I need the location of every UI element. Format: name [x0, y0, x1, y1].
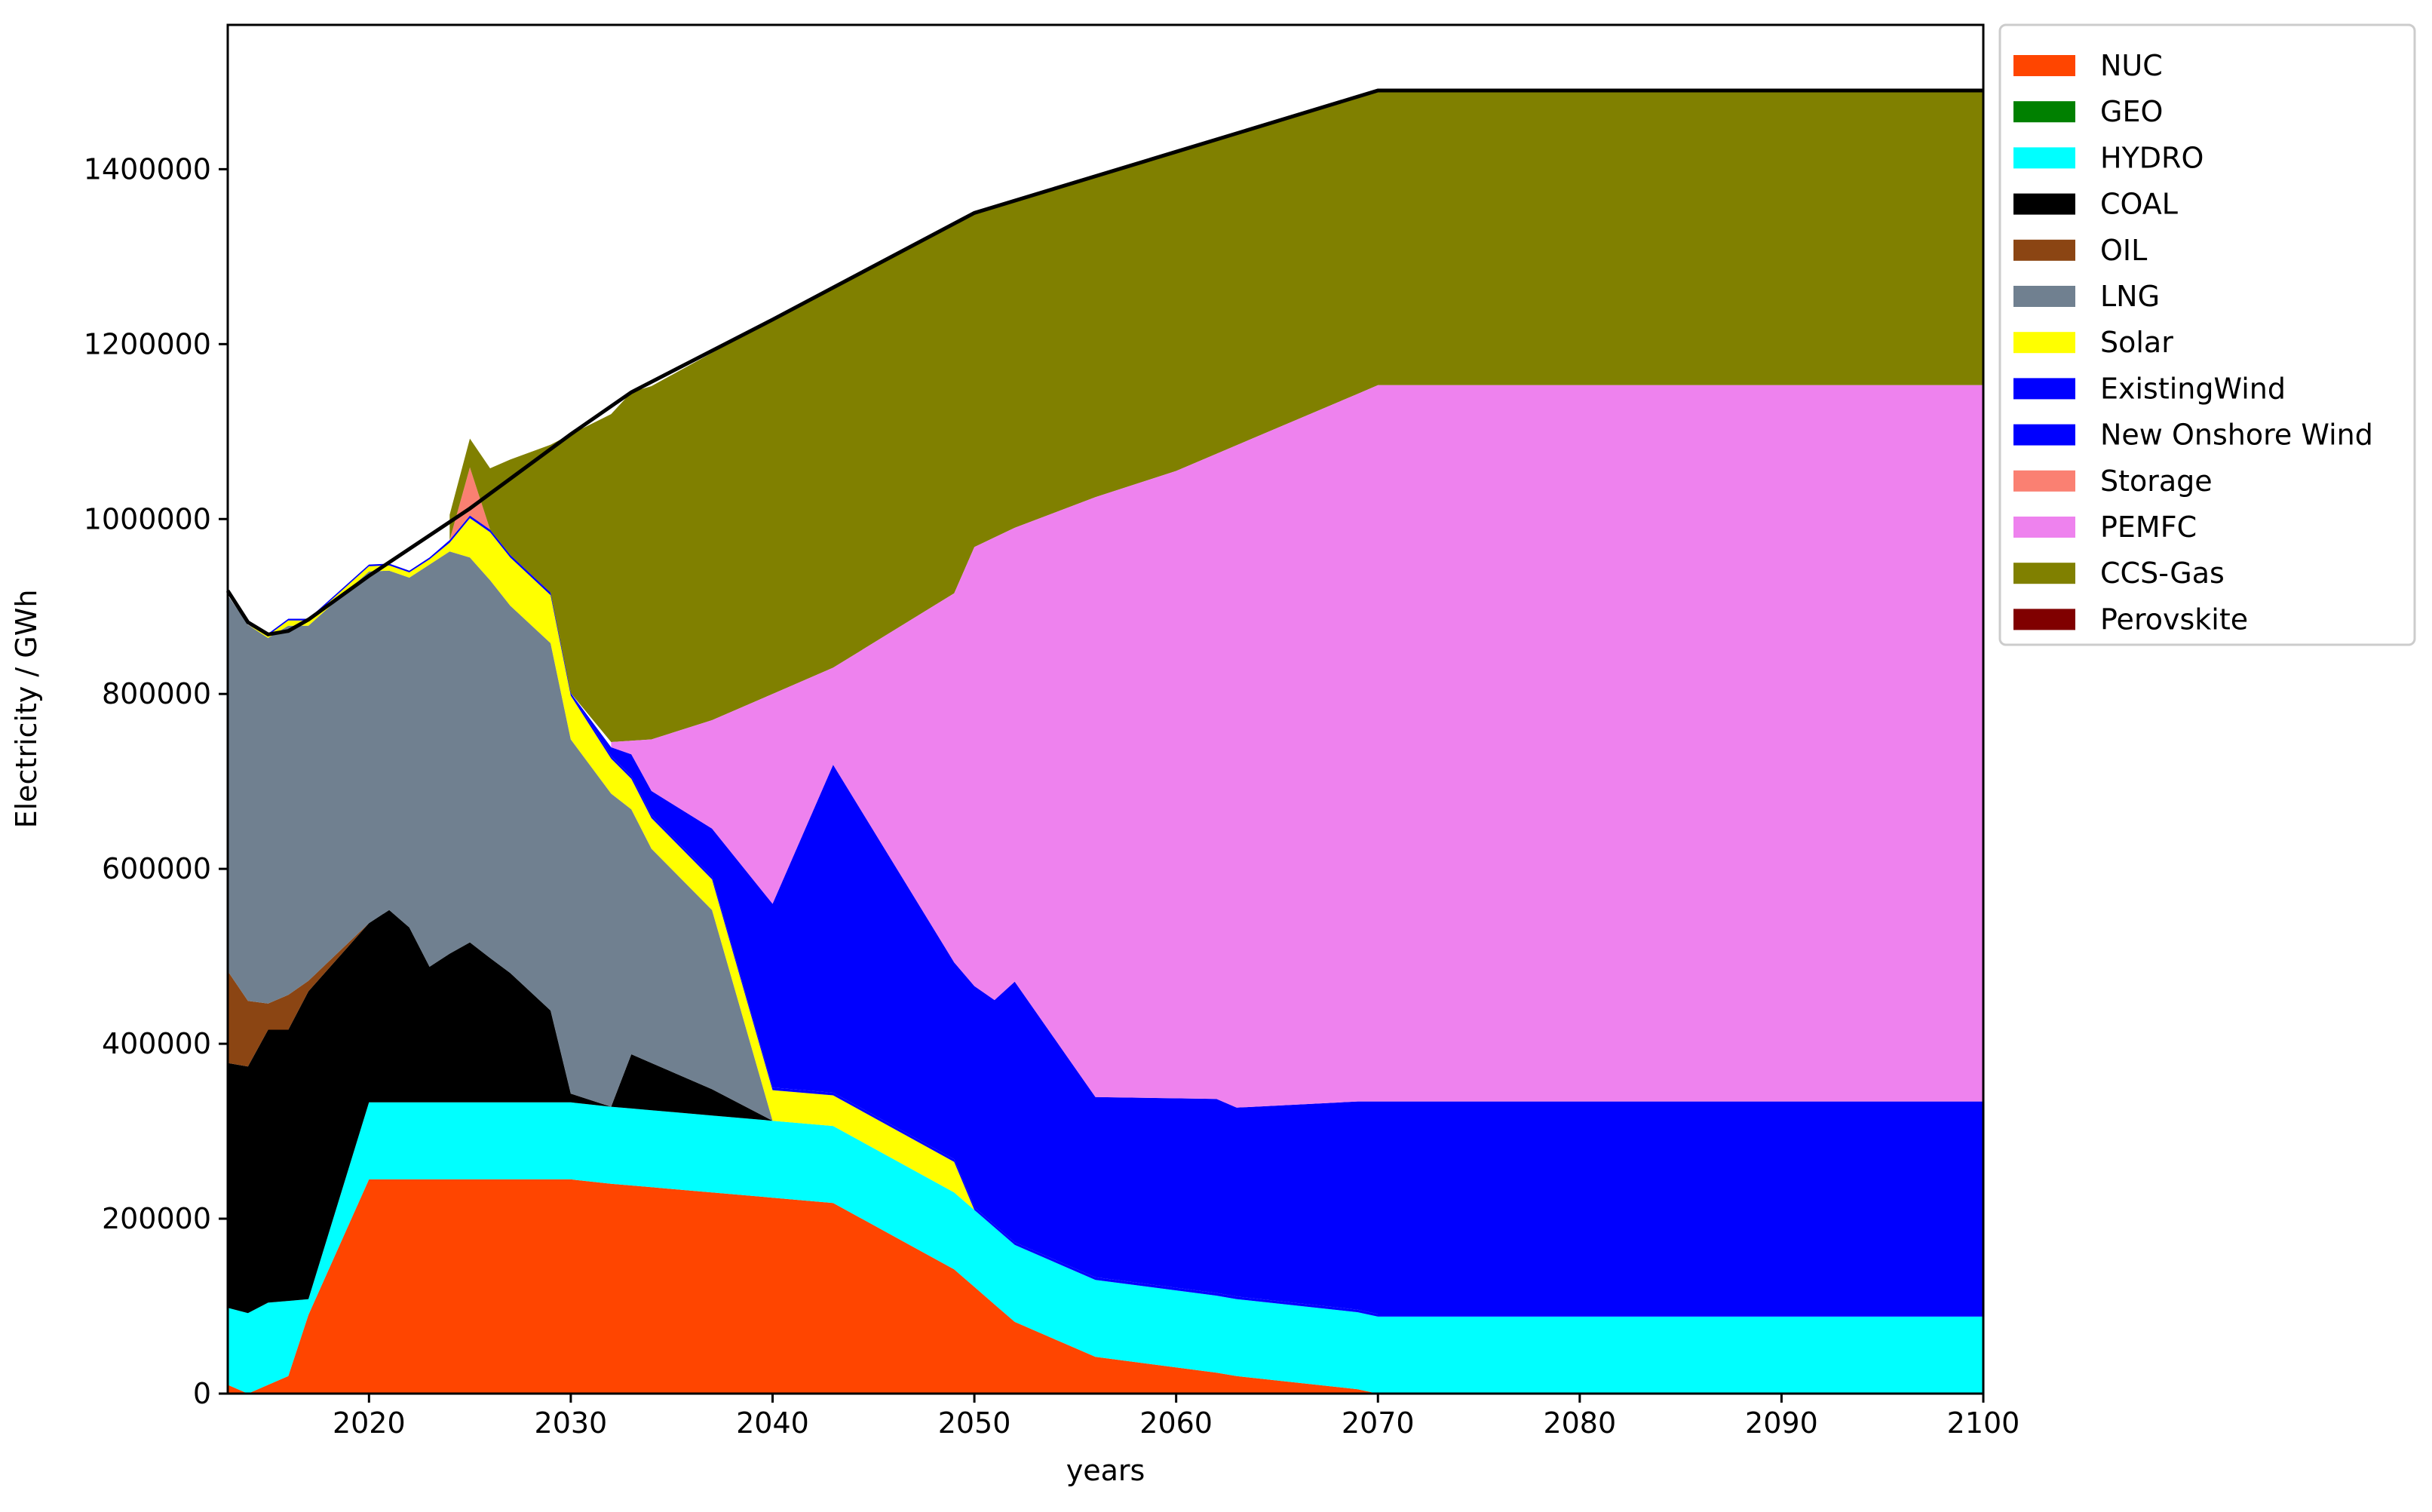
y-tick-label: 1400000 [84, 152, 211, 186]
x-tick-label: 2050 [938, 1406, 1011, 1440]
legend-label-new-onshore-wind: New Onshore Wind [2100, 419, 2373, 452]
legend-swatch-pemfc [2013, 517, 2075, 538]
legend-label-storage: Storage [2100, 465, 2213, 498]
legend-label-nuc: NUC [2100, 49, 2163, 82]
x-tick-label: 2090 [1745, 1406, 1818, 1440]
plot-frame [226, 23, 1985, 1395]
legend-label-pemfc: PEMFC [2100, 511, 2197, 544]
legend-swatch-hydro [2013, 147, 2075, 169]
area-new-onshore-wind [228, 515, 1983, 1314]
legend-label-solar: Solar [2100, 326, 2173, 359]
y-tick-label: 1000000 [84, 502, 211, 535]
y-tick-label: 600000 [102, 852, 211, 885]
x-tick-label: 2100 [1947, 1406, 2020, 1440]
y-axis-ticks: 0 200000 400000 600000 800000 1000000 1200000 1… [84, 152, 228, 1410]
legend-swatch-lng [2013, 286, 2075, 307]
legend-box [1998, 23, 2416, 646]
legend-swatch-existingwind [2013, 378, 2075, 400]
legend-label-ccs-gas: CCS-Gas [2100, 557, 2225, 590]
legend-label-oil: OIL [2100, 234, 2147, 267]
x-axis-label: years [1066, 1454, 1145, 1487]
legend-swatch-solar [2013, 332, 2075, 354]
y-tick-label: 800000 [102, 677, 211, 710]
legend-label-perovskite: Perovskite [2100, 603, 2248, 636]
x-tick-label: 2020 [333, 1406, 406, 1440]
legend: NUC GEO HYDRO COAL OIL LNG Solar ExistingWind Ne… [1998, 23, 2416, 646]
demand-line [225, 88, 1983, 636]
legend-label-coal: COAL [2100, 188, 2178, 221]
area-hydro [228, 1102, 1983, 1394]
area-coal [228, 909, 1983, 1317]
y-tick-label: 200000 [102, 1202, 211, 1235]
legend-swatch-storage [2013, 470, 2075, 492]
legend-label-hydro: HYDRO [2100, 141, 2204, 174]
y-tick-label: 400000 [102, 1027, 211, 1060]
legend-label-lng: LNG [2100, 280, 2160, 313]
demand-line-layer [225, 88, 1983, 636]
y-tick-label: 1200000 [84, 327, 211, 360]
area-pemfc [611, 385, 1983, 1108]
legend-label-geo: GEO [2100, 95, 2163, 128]
x-tick-label: 2080 [1543, 1406, 1616, 1440]
y-tick-label: 0 [193, 1377, 211, 1410]
area-lng [228, 551, 1983, 1317]
area-nuc [228, 1179, 1983, 1394]
legend-swatch-geo [2013, 101, 2075, 123]
x-tick-label: 2030 [535, 1406, 608, 1440]
legend-swatch-perovskite [2013, 609, 2075, 630]
y-axis-label: Electricity / GWh [10, 590, 43, 829]
legend-swatch-ccs-gas [2013, 563, 2075, 584]
legend-swatch-oil [2013, 239, 2075, 261]
x-tick-label: 2070 [1342, 1406, 1415, 1440]
x-tick-label: 2060 [1139, 1406, 1213, 1440]
legend-swatch-coal [2013, 193, 2075, 215]
x-axis-ticks: 2020 2030 2040 2050 2060 2070 2080 2090 2100 [333, 1394, 2020, 1440]
area-series-layer [228, 90, 1983, 1394]
x-tick-label: 2040 [736, 1406, 809, 1440]
legend-label-existingwind: ExistingWind [2100, 372, 2286, 405]
legend-items: NUC GEO HYDRO COAL OIL LNG Solar ExistingWind Ne… [2013, 49, 2373, 636]
legend-swatch-new-onshore-wind [2013, 424, 2075, 446]
legend-swatch-nuc [2013, 55, 2075, 76]
area-ccs-gas [449, 90, 1983, 742]
